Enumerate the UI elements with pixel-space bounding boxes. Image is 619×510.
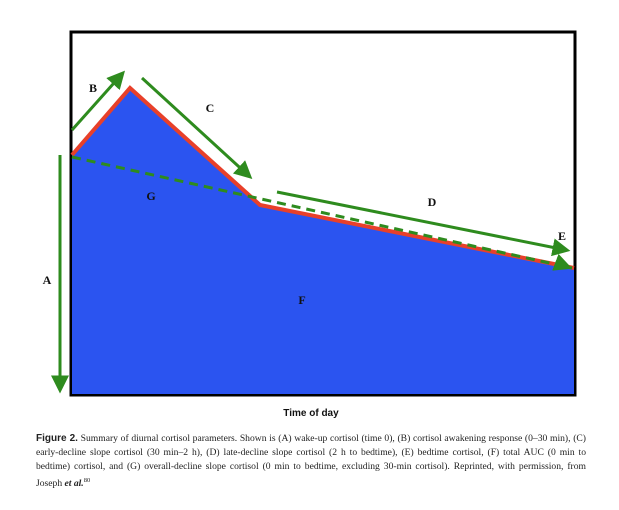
caption-ref: 80: [83, 477, 91, 484]
arrow-b: [70, 70, 125, 131]
caption-label: Figure 2.: [36, 433, 78, 444]
caption-text: Summary of diurnal cortisol parameters. …: [36, 433, 586, 490]
x-axis-label: Time of day: [283, 408, 339, 419]
label-c: C: [206, 101, 215, 115]
label-g: G: [146, 189, 155, 203]
auc-area: [72, 88, 574, 394]
label-e: E: [558, 229, 566, 243]
arrow-e: [552, 253, 573, 271]
label-d: D: [428, 195, 437, 209]
label-a: A: [43, 273, 52, 287]
arrow-d: [276, 190, 571, 257]
label-f: F: [298, 293, 305, 307]
label-b: B: [89, 81, 97, 95]
overall-slope: [71, 155, 573, 270]
arrow-c: [140, 76, 253, 180]
caption: Figure 2. Summary of diurnal cortisol pa…: [36, 432, 586, 491]
cortisol-curve: [70, 85, 575, 270]
figure: B C G D E A F Time of day: [43, 30, 577, 419]
caption-emph: et al.: [64, 478, 84, 490]
